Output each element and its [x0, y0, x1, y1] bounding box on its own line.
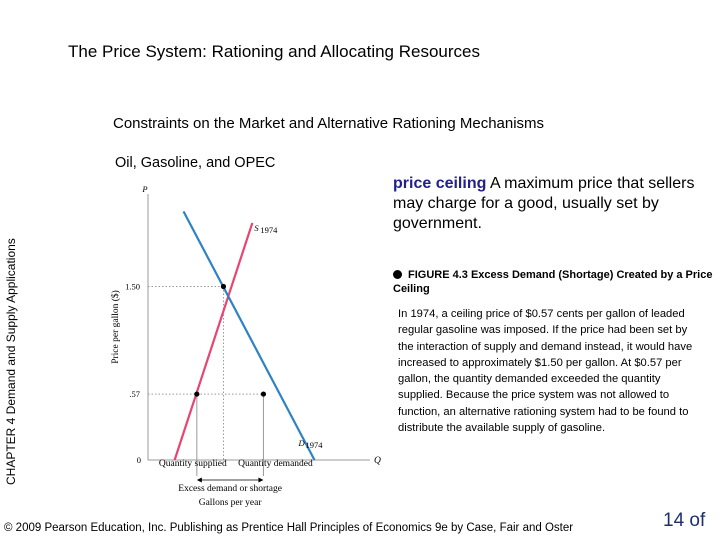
- x-axis-label: Gallons per year: [199, 498, 263, 508]
- figure-caption-text: FIGURE 4.3 Excess Demand (Shortage) Crea…: [393, 269, 713, 295]
- page-number: 14 of: [663, 510, 706, 531]
- shortage-annotation: Excess demand or shortage: [178, 484, 282, 494]
- x-axis-letter: Q: [374, 456, 381, 466]
- demand-label: D: [298, 438, 306, 448]
- supply-line: [173, 222, 254, 461]
- origin-label: 0: [137, 455, 141, 465]
- y-axis-label: Price per gallon ($): [110, 290, 121, 364]
- y-axis-letter: P: [141, 184, 147, 194]
- demand-label-year: 1974: [306, 440, 324, 450]
- footer-copyright: © 2009 Pearson Education, Inc. Publishin…: [4, 522, 574, 534]
- equilibrium-point: [220, 283, 227, 290]
- slide-subtitle: Constraints on the Market and Alternativ…: [113, 115, 545, 132]
- supply-label-year: 1974: [260, 225, 278, 235]
- definition-box: price ceiling A maximum price that selle…: [393, 174, 703, 234]
- quantity-supplied-label: Quantity supplied: [159, 459, 227, 469]
- definition-term: price ceiling: [393, 175, 487, 192]
- y-tick-label: 1.50: [125, 282, 140, 292]
- shortage-arrow-head-left: [196, 477, 202, 483]
- shortage-arrow-head-right: [258, 477, 264, 483]
- explanation-text: In 1974, a ceiling price of $0.57 cents …: [398, 308, 693, 435]
- quantity-demanded-label: Quantity demanded: [238, 459, 313, 469]
- ceiling-point: [260, 391, 267, 397]
- section-title: Oil, Gasoline, and OPEC: [115, 155, 276, 171]
- figure-icon: [393, 270, 402, 279]
- figure-caption: FIGURE 4.3 Excess Demand (Shortage) Crea…: [393, 268, 713, 296]
- supply-label: S: [254, 223, 259, 233]
- slide-title: The Price System: Rationing and Allocati…: [68, 42, 480, 61]
- definition-text: A maximum price that sellers may charge …: [393, 175, 695, 232]
- demand-line: [182, 210, 316, 461]
- y-tick-label: .57: [129, 389, 140, 399]
- ceiling-point: [194, 391, 200, 397]
- chapter-sidebar: CHAPTER 4 Demand and Supply Applications: [4, 238, 18, 485]
